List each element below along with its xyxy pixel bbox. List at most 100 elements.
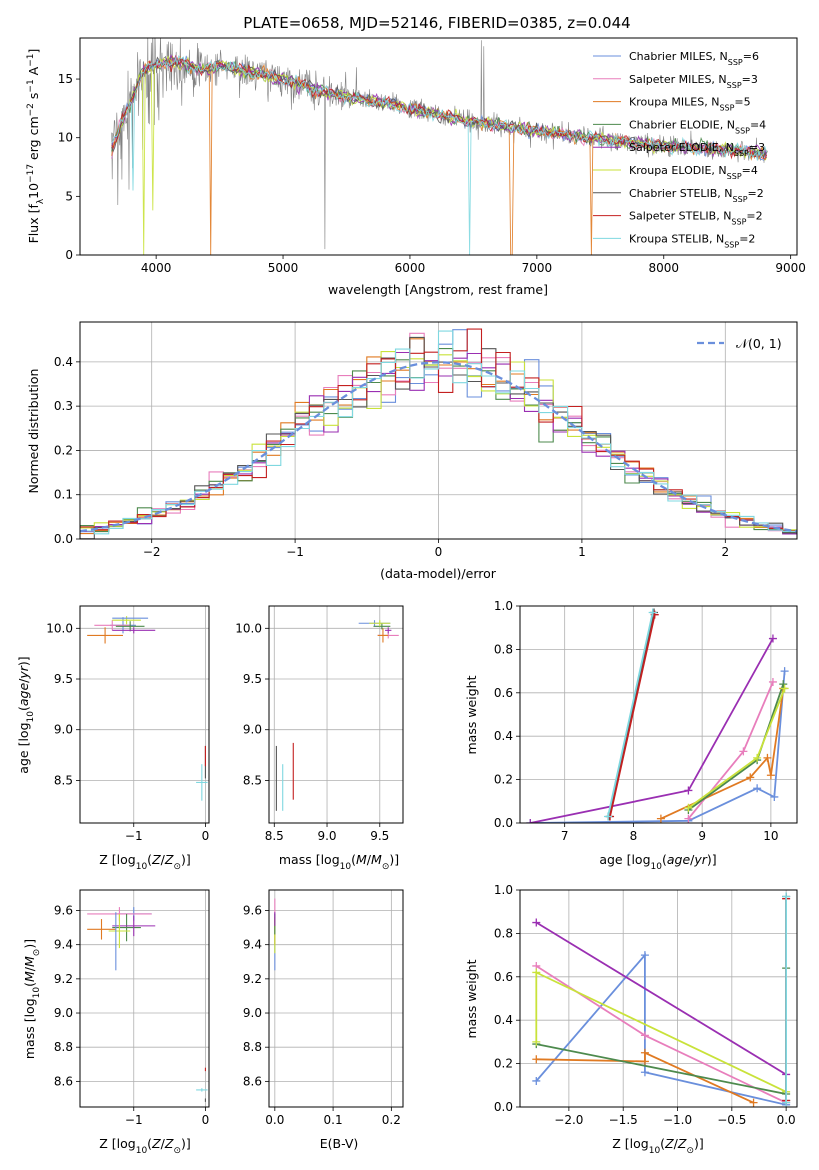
x-tick-label: −2.0	[554, 1113, 583, 1127]
plus-marker	[770, 792, 779, 801]
y-tick-label: 0.2	[54, 443, 73, 457]
plus-marker	[532, 968, 541, 977]
model-line-chabrier-stelib	[111, 56, 767, 160]
y-tick-label: 10.0	[235, 621, 262, 635]
residuals-ylabel: Normed distribution	[26, 369, 41, 494]
x-tick-label: 8000	[648, 261, 679, 275]
y-tick-label: 10.0	[46, 621, 73, 635]
mass-weight-vs-age-xlabel: age [log10(age/yr)]	[599, 852, 716, 872]
point-kroupa-miles	[87, 627, 123, 644]
legend-label: Chabrier MILES, NSSP=6	[629, 50, 759, 67]
series-line	[609, 614, 656, 817]
y-tick-label: 9.0	[54, 1006, 73, 1020]
x-tick-label: 0.1	[324, 1113, 343, 1127]
legend-label: Kroupa MILES, NSSP=5	[629, 96, 751, 113]
y-tick-label: 1.0	[494, 599, 513, 613]
y-tick-label: 0.2	[494, 1057, 513, 1071]
mass-weight-vs-Z-xlabel: Z [log10(Z/Z⊙)]	[612, 1136, 704, 1156]
x-tick-label: 0	[202, 829, 210, 843]
y-tick-label: 9.0	[243, 1006, 262, 1020]
age-vs-mass-plot-area	[275, 620, 399, 811]
series-kroupa-stelib	[782, 892, 791, 1107]
plus-marker	[763, 753, 772, 762]
plus-marker	[684, 786, 693, 795]
x-tick-label: −1.0	[663, 1113, 692, 1127]
plus-marker	[526, 819, 535, 823]
age-vs-Z-xlabel: Z [log10(Z/Z⊙)]	[99, 852, 191, 872]
y-tick-label: 0.1	[54, 488, 73, 502]
y-tick-label: 8.8	[243, 1040, 262, 1054]
model-line-salpeter-stelib	[111, 56, 767, 161]
x-tick-label: 0	[202, 1113, 210, 1127]
mass-weight-vs-age-plot-area	[526, 608, 789, 823]
series-line	[607, 612, 654, 817]
figure-title: PLATE=0658, MJD=52146, FIBERID=0385, z=0…	[243, 14, 630, 32]
x-tick-label: 0.0	[777, 1113, 796, 1127]
x-tick-label: 6000	[395, 261, 426, 275]
x-tick-label: −2	[143, 545, 161, 559]
x-tick-label: −0.5	[717, 1113, 746, 1127]
point-salpeter-miles	[94, 620, 131, 631]
plus-marker	[532, 1055, 541, 1064]
x-tick-label: 4000	[141, 261, 172, 275]
y-tick-label: 9.6	[54, 904, 73, 918]
residuals-plot-area	[80, 328, 797, 539]
series-line	[687, 688, 786, 809]
x-tick-label: 8	[630, 829, 638, 843]
residuals-panel: −2 −1 0 1 2 0.0 0.1 0.2 0.3 0.4 𝒩(0, 1) (data-model…	[26, 321, 798, 581]
series-line	[536, 1051, 754, 1104]
age-vs-Z-plot-area	[87, 616, 208, 801]
legend-label: Kroupa ELODIE, NSSP=4	[629, 164, 758, 181]
plus-marker	[780, 667, 789, 676]
series-line	[687, 683, 785, 811]
plus-marker	[640, 951, 649, 960]
mass-weight-vs-age-panel: 7 8 9 10 0.0 0.2 0.4 0.6 0.8 1.0 age [log10(age/yr…	[464, 599, 798, 872]
mass-weight-vs-age-ylabel: mass weight	[464, 675, 479, 754]
x-tick-label: 2	[721, 545, 729, 559]
mass-vs-Z-frame	[79, 889, 210, 1108]
spectrum-panel: 4000 5000 6000 7000 8000 9000 0 5 10 15 Chabrier M…	[26, 37, 806, 297]
x-tick-label: −1	[286, 545, 304, 559]
series-kroupa-miles	[532, 1048, 758, 1107]
model-line-kroupa-stelib	[111, 55, 767, 255]
point-kroupa-elodie	[112, 616, 141, 625]
series-chabrier-miles	[526, 667, 789, 823]
plus-marker	[532, 1037, 541, 1046]
point-salpeter-elodie	[112, 915, 156, 937]
y-tick-label: 0.4	[494, 729, 513, 743]
x-tick-label: −1	[125, 1113, 143, 1127]
series-chabrier-miles	[532, 951, 791, 1107]
mass-vs-EBV-frame	[268, 889, 404, 1108]
series-line	[530, 638, 774, 823]
y-tick-label: 0.0	[54, 532, 73, 546]
x-tick-label: 5000	[268, 261, 299, 275]
plus-marker	[753, 753, 762, 762]
point-salpeter-elodie	[112, 627, 156, 634]
y-tick-label: 9.0	[54, 723, 73, 737]
plus-marker	[746, 773, 755, 782]
y-tick-label: 0	[65, 248, 73, 262]
age-vs-Z-frame	[79, 605, 210, 824]
series-chabrier-elodie	[532, 964, 791, 1098]
mass-vs-Z-xlabel: Z [log10(Z/Z⊙)]	[99, 1136, 191, 1156]
y-tick-label: 0.6	[494, 686, 513, 700]
point-kroupa-elodie	[108, 913, 131, 949]
y-tick-label: 0.0	[494, 816, 513, 830]
x-tick-label: 7000	[522, 261, 553, 275]
y-tick-label: 0.2	[494, 773, 513, 787]
series-line	[536, 968, 787, 1096]
series-kroupa-miles	[656, 684, 788, 823]
y-tick-label: 0.4	[494, 1013, 513, 1027]
x-tick-label: 10	[763, 829, 778, 843]
y-tick-label: 0.0	[494, 1100, 513, 1114]
spectrum-plot-area	[111, 38, 768, 255]
series-salpeter-elodie	[532, 918, 791, 1079]
legend-label: Salpeter ELODIE, NSSP=3	[629, 141, 765, 158]
y-tick-label: 9.0	[243, 723, 262, 737]
legend-label: Chabrier ELODIE, NSSP=4	[629, 118, 766, 135]
plus-marker	[532, 1076, 541, 1085]
residuals-xlabel: (data-model)/error	[380, 566, 497, 581]
legend-label: Salpeter STELIB, NSSP=2	[629, 210, 763, 227]
y-tick-label: 0.8	[494, 926, 513, 940]
